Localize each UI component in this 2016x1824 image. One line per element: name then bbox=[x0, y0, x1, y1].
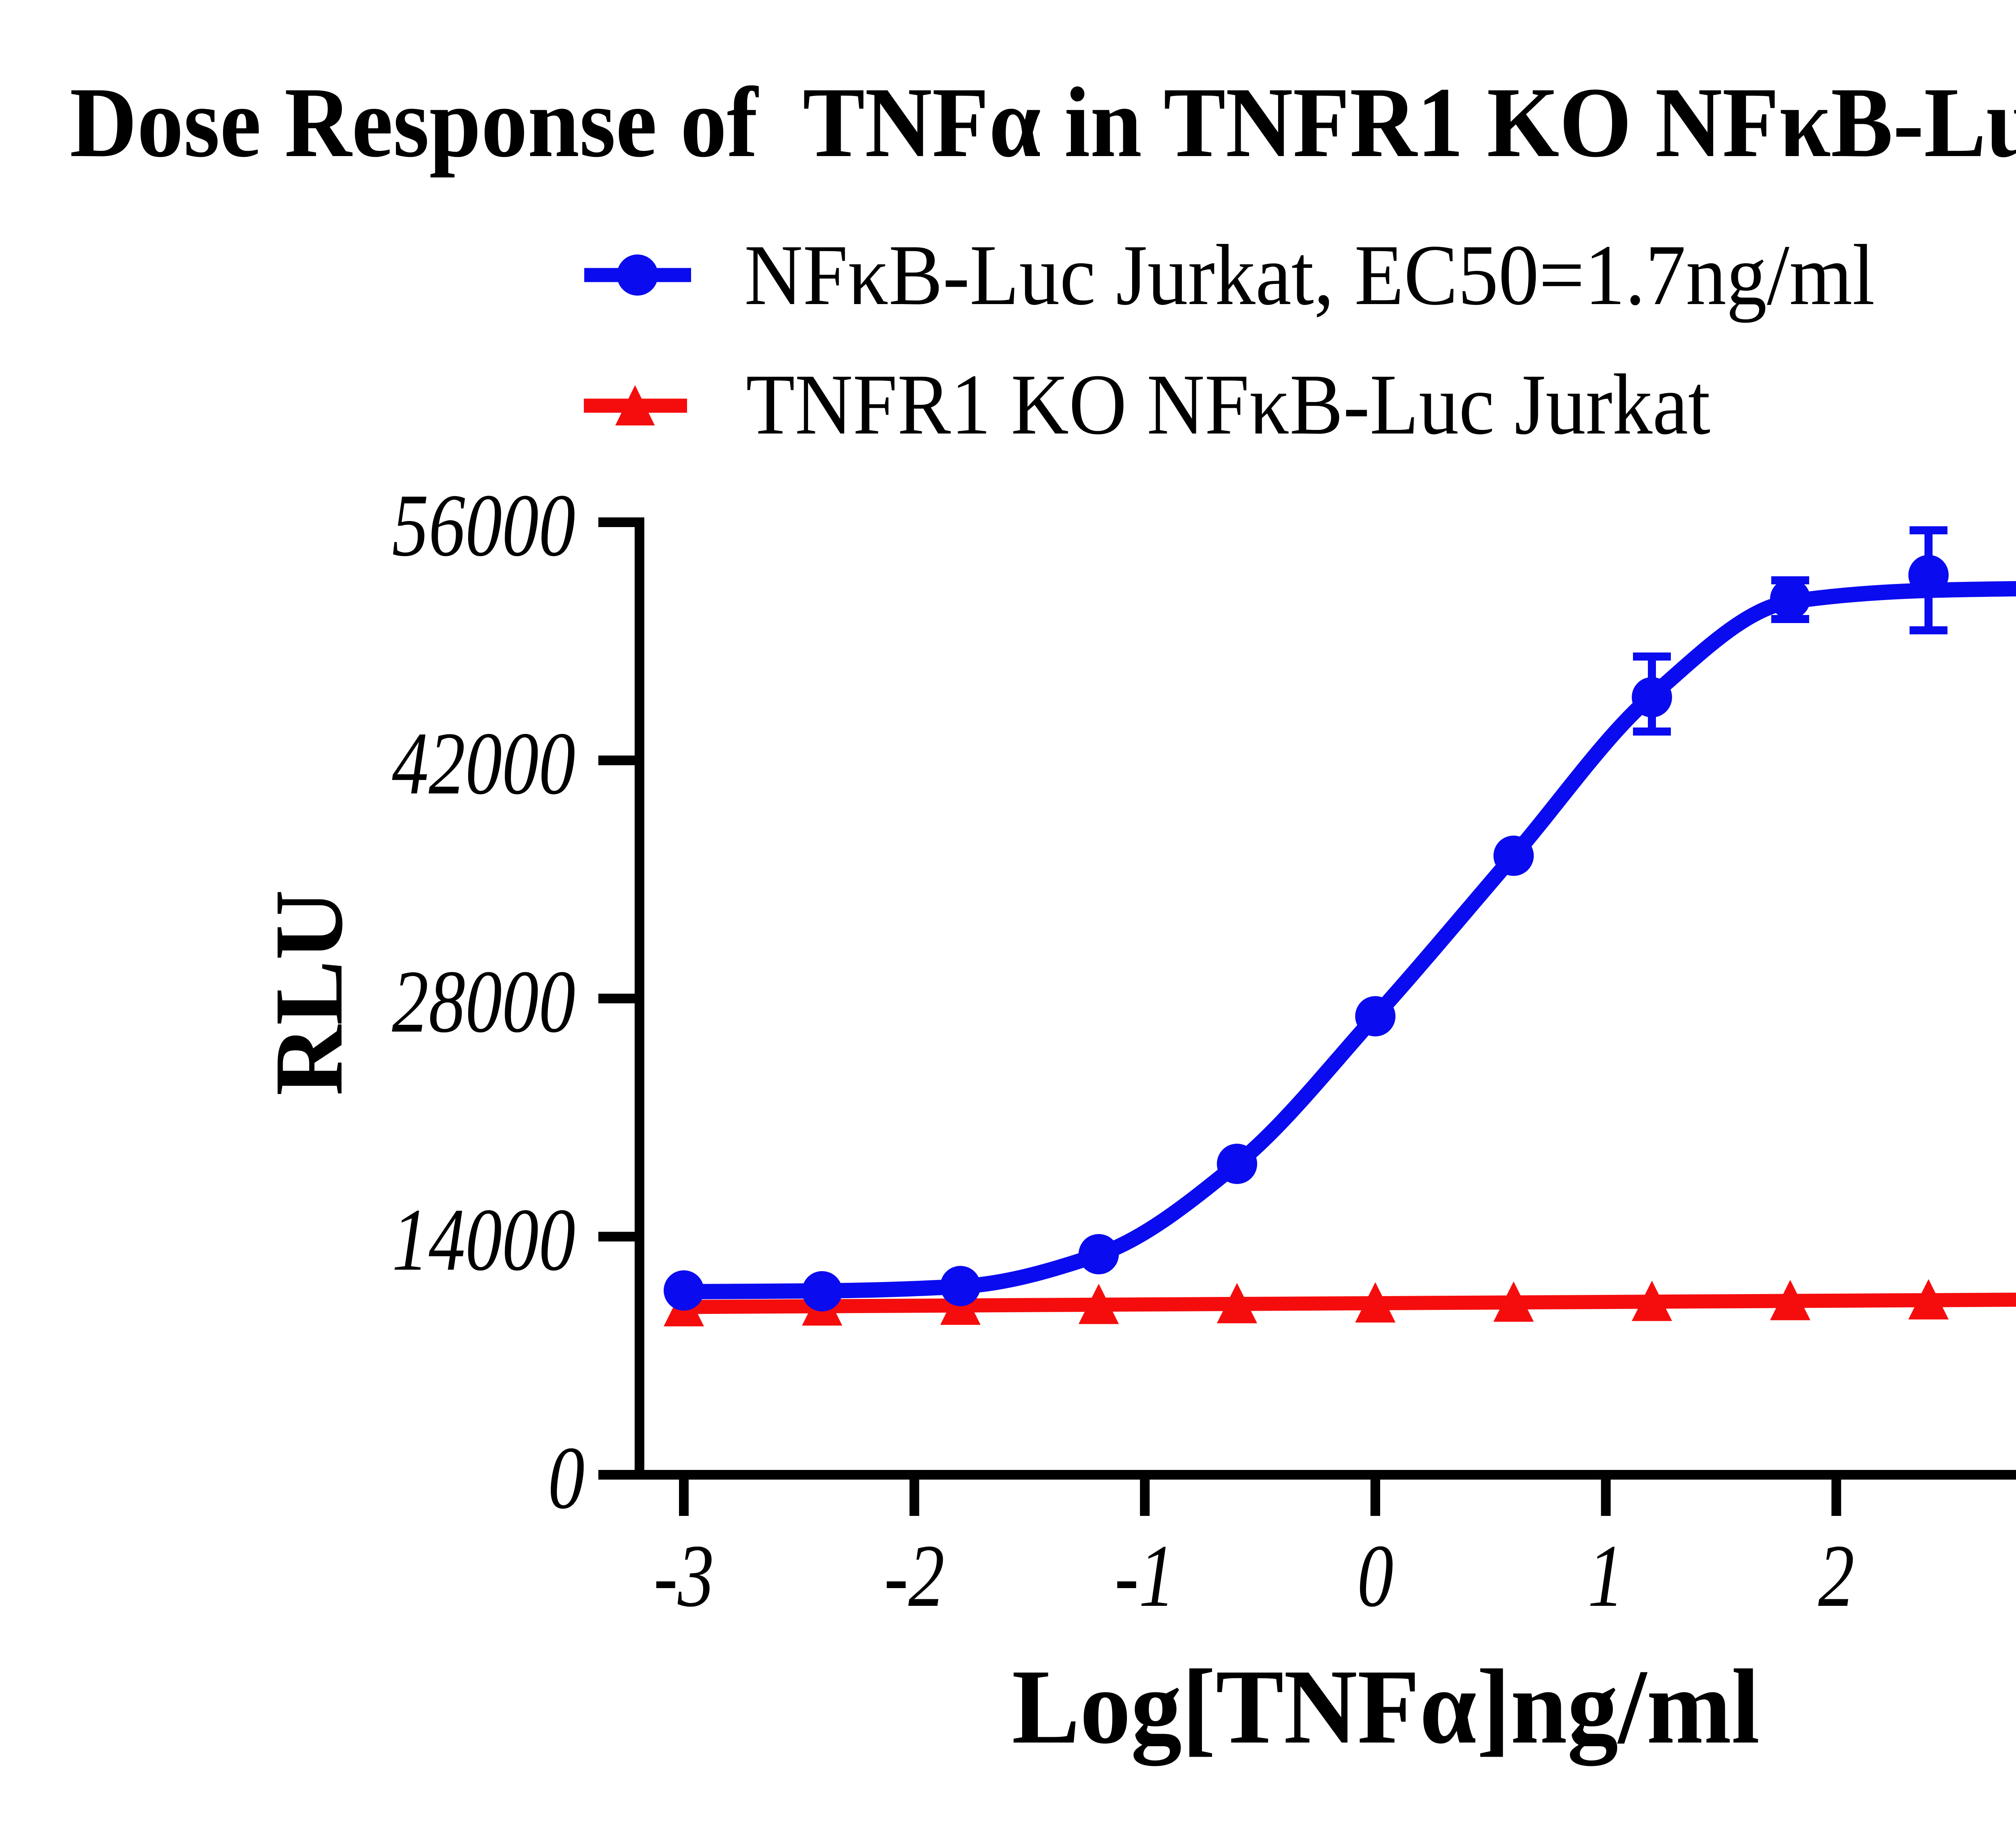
svg-text:Log[TNFα]ng/ml: Log[TNFα]ng/ml bbox=[1012, 1648, 1760, 1768]
svg-text:RLU: RLU bbox=[255, 890, 363, 1096]
svg-text:2: 2 bbox=[1818, 1526, 1854, 1626]
svg-text:-1: -1 bbox=[1114, 1526, 1175, 1626]
svg-text:Dose Response of TNFα in TNFR: Dose Response of TNFα in TNFR1 KO NFκB-L… bbox=[70, 55, 2016, 178]
svg-text:NFκB-Luc Jurkat, EC50=1.7ng/ml: NFκB-Luc Jurkat, EC50=1.7ng/ml bbox=[744, 227, 1875, 323]
svg-text:1: 1 bbox=[1588, 1526, 1624, 1626]
svg-text:42000: 42000 bbox=[392, 714, 575, 813]
svg-text:28000: 28000 bbox=[392, 952, 575, 1051]
svg-text:0: 0 bbox=[1357, 1526, 1393, 1626]
svg-text:TNFR1 KO NFκB-Luc Jurkat: TNFR1 KO NFκB-Luc Jurkat bbox=[746, 356, 1710, 452]
svg-text:56000: 56000 bbox=[392, 476, 575, 575]
svg-text:14000: 14000 bbox=[392, 1190, 575, 1290]
svg-text:-3: -3 bbox=[654, 1526, 714, 1626]
svg-text:0: 0 bbox=[548, 1428, 585, 1528]
svg-text:-2: -2 bbox=[884, 1526, 945, 1626]
